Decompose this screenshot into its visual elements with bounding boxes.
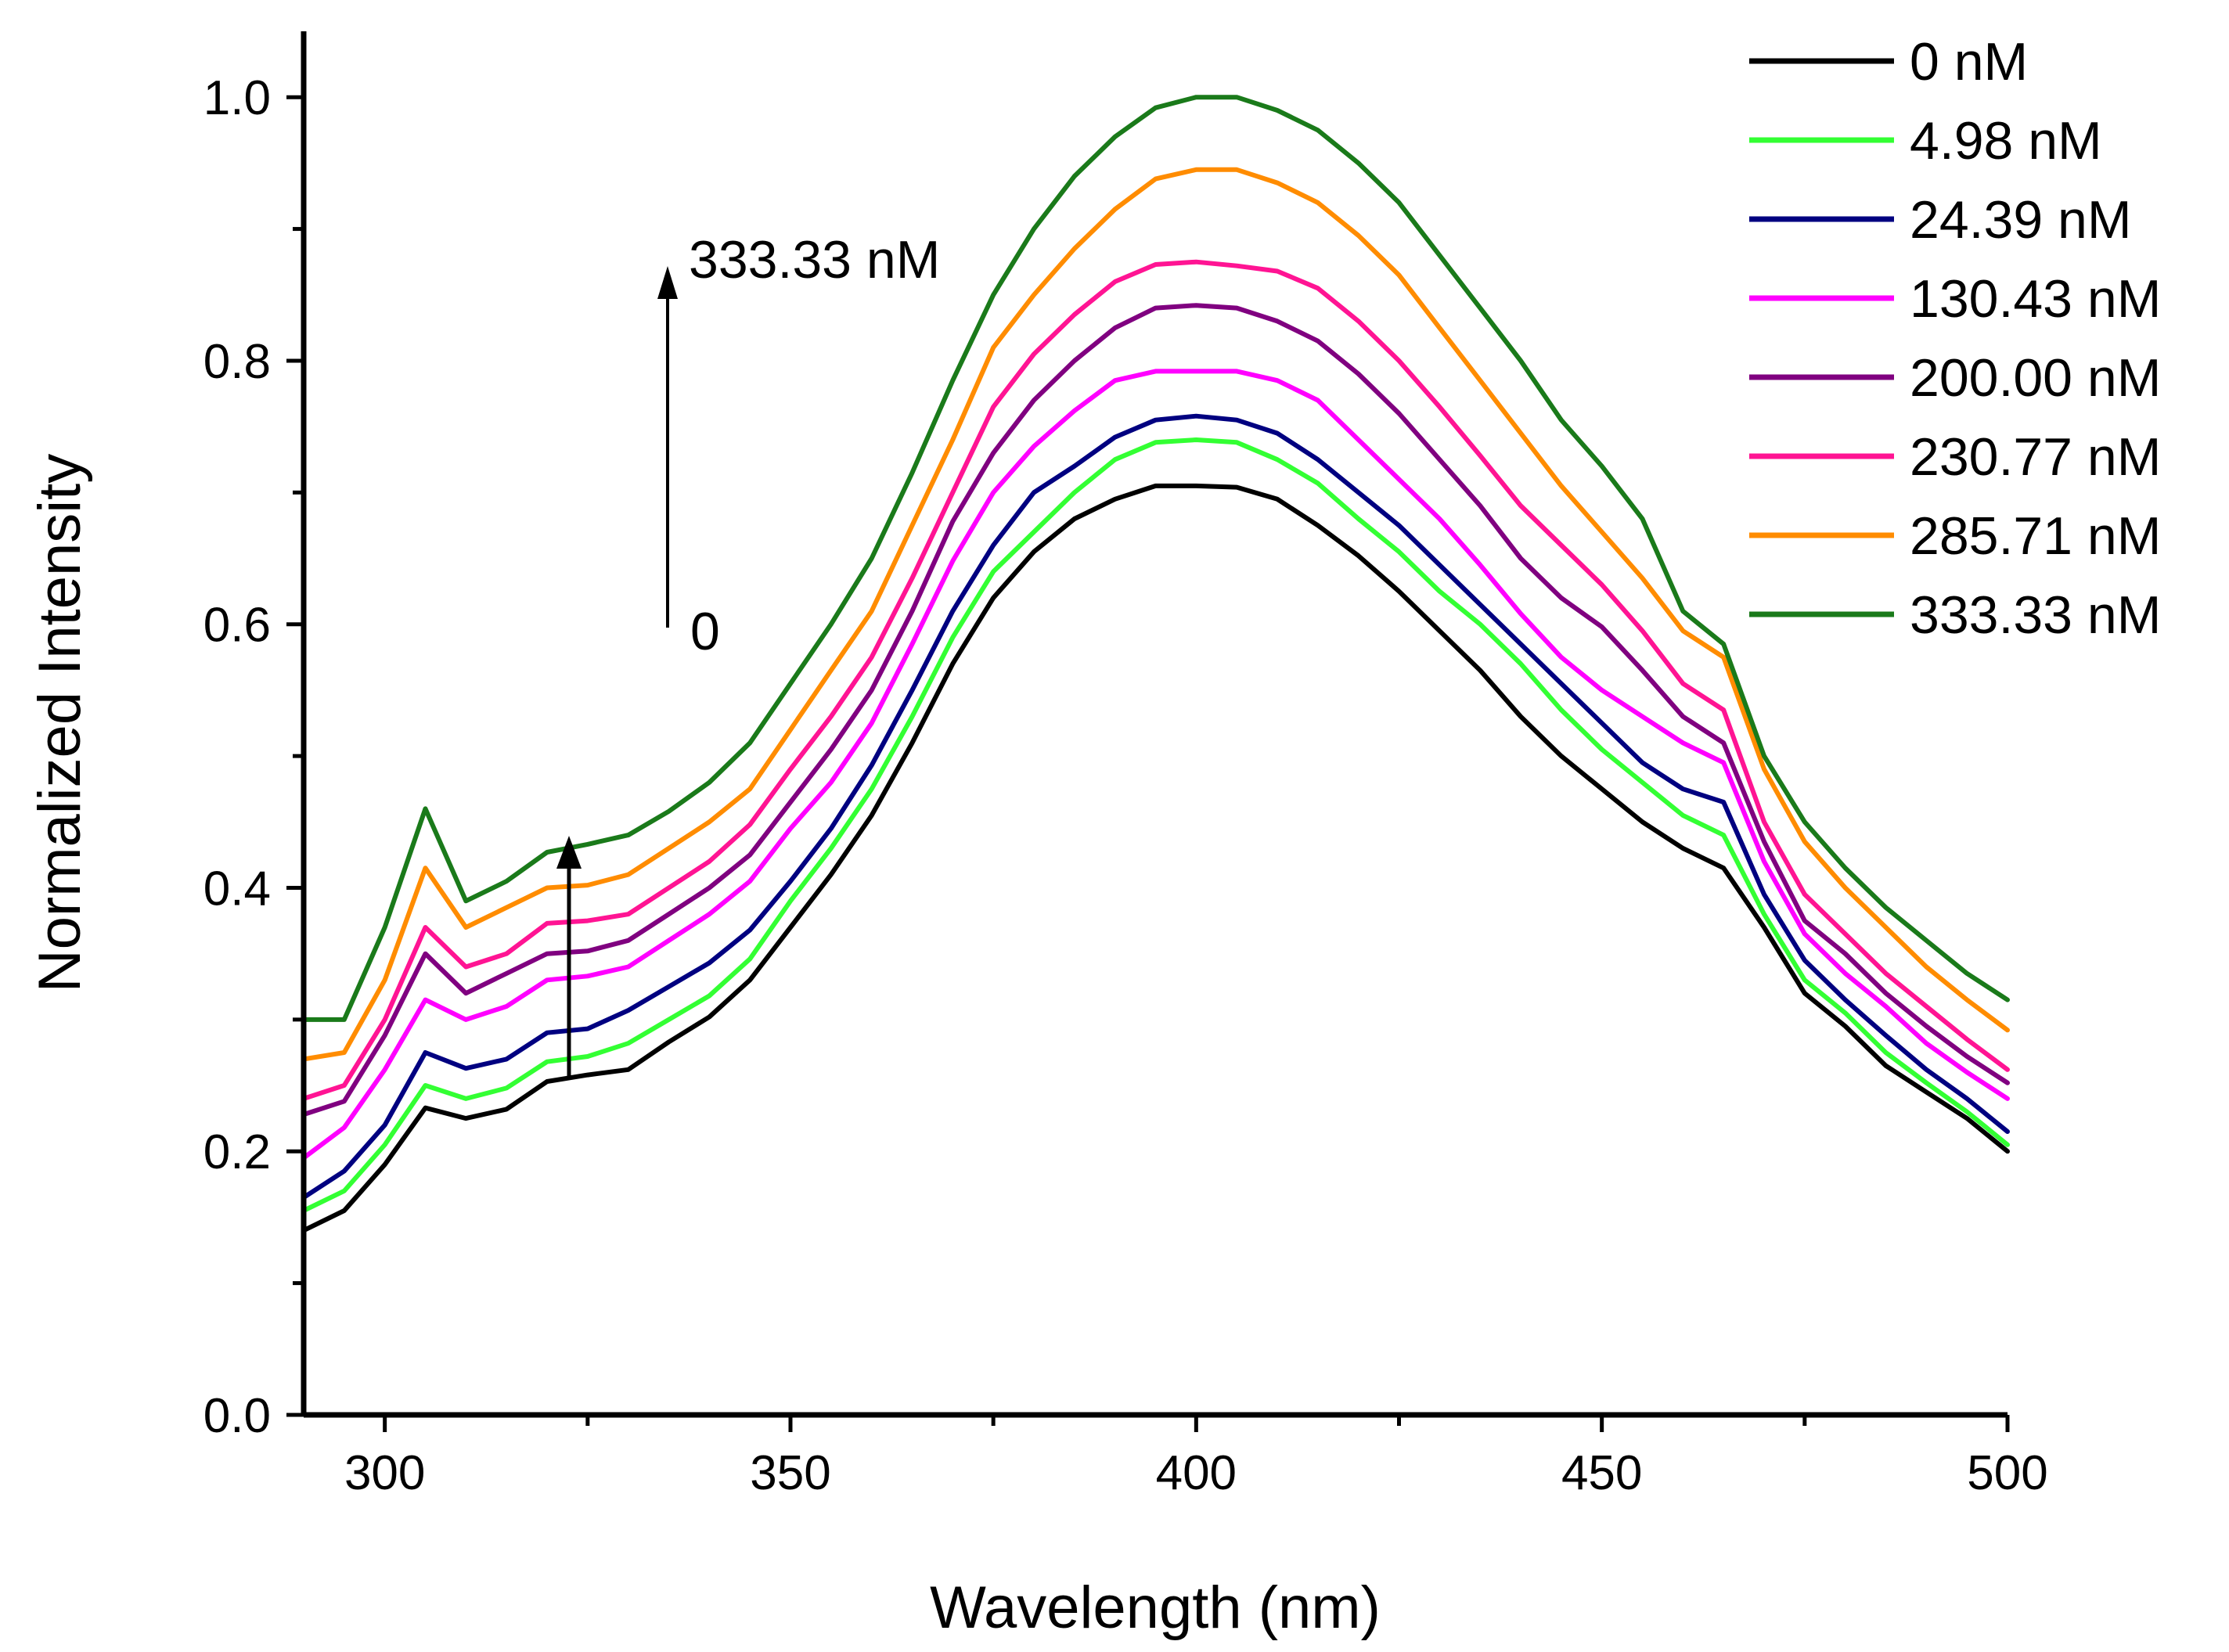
legend-label: 4.98 nM (1910, 111, 2102, 171)
x-tick-label: 450 (1561, 1446, 1642, 1500)
legend-label: 285.71 nM (1910, 506, 2161, 566)
legend-label: 200.00 nM (1910, 348, 2161, 408)
big-arrow-head (556, 836, 582, 869)
x-tick-label: 350 (750, 1446, 830, 1500)
y-tick-label: 0.0 (203, 1389, 271, 1443)
legend: 0 nM 4.98 nM 24.39 nM 130.43 nM 200.00 nM 230… (1749, 32, 2161, 645)
y-tick-label: 0.6 (203, 599, 271, 653)
series-line-1 (301, 437, 2010, 1213)
series-line-6 (301, 167, 2010, 1062)
annotations: 333.33 nM 0 (556, 230, 940, 1076)
series-line-5 (301, 259, 2010, 1101)
legend-label: 333.33 nM (1910, 585, 2161, 645)
series-line-2 (301, 413, 2010, 1200)
y-tick-label: 0.8 (203, 335, 271, 389)
x-tick-label: 400 (1156, 1446, 1237, 1500)
range-arrow-top-label: 333.33 nM (689, 230, 940, 290)
ticks: 300 350 400 450 500 0.0 0.2 0.4 0.6 0.8 1.0 (203, 71, 2048, 1500)
range-arrow-bottom-label: 0 (690, 602, 720, 661)
legend-label: 130.43 nM (1910, 269, 2161, 329)
y-tick-label: 0.4 (203, 862, 271, 916)
series-line-3 (301, 369, 2010, 1161)
legend-label: 230.77 nM (1910, 427, 2161, 487)
series-line-4 (301, 303, 2010, 1118)
x-axis-title: Wavelength (nm) (930, 1575, 1381, 1641)
series-layer (301, 95, 2010, 1233)
y-axis-title: Normalized Intensity (27, 454, 93, 993)
x-tick-label: 500 (1967, 1446, 2047, 1500)
legend-label: 0 nM (1910, 32, 2028, 92)
series-line-7 (301, 95, 2010, 1022)
x-tick-label: 300 (344, 1446, 425, 1500)
range-arrow-head (657, 266, 678, 299)
y-tick-label: 0.2 (203, 1125, 271, 1179)
y-tick-label: 1.0 (203, 71, 271, 125)
legend-label: 24.39 nM (1910, 190, 2132, 250)
series-line-0 (301, 483, 2010, 1233)
